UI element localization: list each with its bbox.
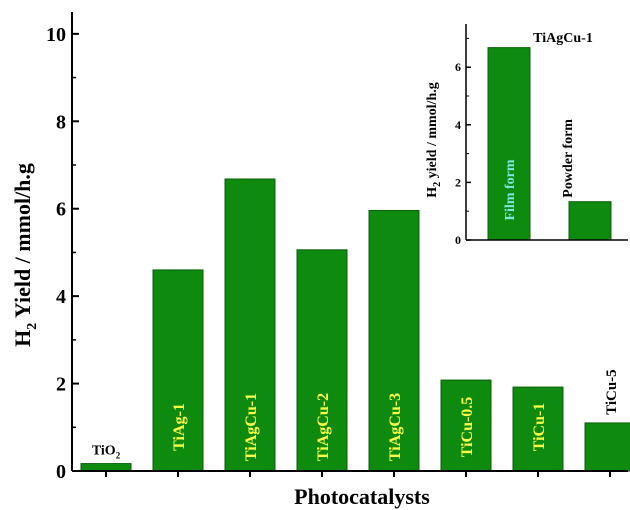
main-bars: [80, 178, 630, 472]
main-bar-label-6: TiCu-0.5: [459, 397, 476, 458]
inset-y-tick-label: 2: [455, 175, 461, 189]
main-y-tick-label: 2: [56, 374, 66, 396]
main-axes: 0 2 4 6 8 10: [46, 12, 628, 483]
main-bar-label-5: TiAgCu-3: [387, 393, 404, 461]
main-bar-2: [152, 269, 204, 472]
main-y-tick-label: 6: [56, 199, 66, 221]
main-y-tick-label: 8: [56, 111, 66, 133]
main-bar-label-3: TiAgCu-1: [243, 393, 260, 461]
main-chart: TiO2 TiAg-1 TiAgCu-1 TiAgCu-2 TiAgCu-3 TiCu-0…: [10, 12, 630, 509]
main-y-axis-label: H2 Yield / mmol/h.g: [10, 163, 40, 347]
main-bar-label-2: TiAg-1: [171, 403, 188, 451]
main-bar-label-8: TiCu-5: [604, 369, 620, 415]
inset-y-tick-label: 4: [455, 118, 461, 132]
main-bar-1: [80, 463, 132, 472]
inset-bar-2: [568, 201, 612, 241]
main-y-tick-label: 10: [46, 24, 66, 46]
inset-bars: [487, 47, 612, 241]
inset-bar-label-2: Powder form: [561, 119, 576, 198]
inset-title: TiAgCu-1: [533, 31, 593, 46]
main-bar-label-1: TiO2: [92, 444, 121, 461]
inset-y-axis-label: H2 yield / mmol/h.g: [425, 82, 443, 197]
main-bar-label-7: TiCu-1: [531, 403, 548, 452]
main-bar-7: [512, 386, 564, 472]
main-bar-5: [368, 209, 420, 472]
inset-bar-labels: Film form Powder form: [503, 119, 576, 221]
inset-bar-label-1: Film form: [503, 159, 518, 220]
inset-y-tick-label: 6: [455, 60, 461, 74]
main-y-tick-label: 4: [56, 286, 66, 308]
main-y-tick-label: 0: [56, 461, 66, 483]
inset-bar-1: [487, 47, 531, 241]
main-bar-label-4: TiAgCu-2: [315, 393, 332, 461]
inset-chart: Film form Powder form 0 2 4 6 TiAgCu-1 H2 yi…: [425, 24, 628, 247]
inset-axes: 0 2 4 6: [455, 24, 628, 247]
main-bar-labels: TiO2 TiAg-1 TiAgCu-1 TiAgCu-2 TiAgCu-3 TiCu-0…: [92, 369, 620, 461]
main-bar-6: [440, 379, 492, 472]
inset-y-tick-label: 0: [455, 233, 461, 247]
main-bar-8: [584, 422, 630, 472]
main-bar-4: [296, 249, 348, 472]
main-x-axis-label: Photocatalysts: [294, 484, 430, 509]
